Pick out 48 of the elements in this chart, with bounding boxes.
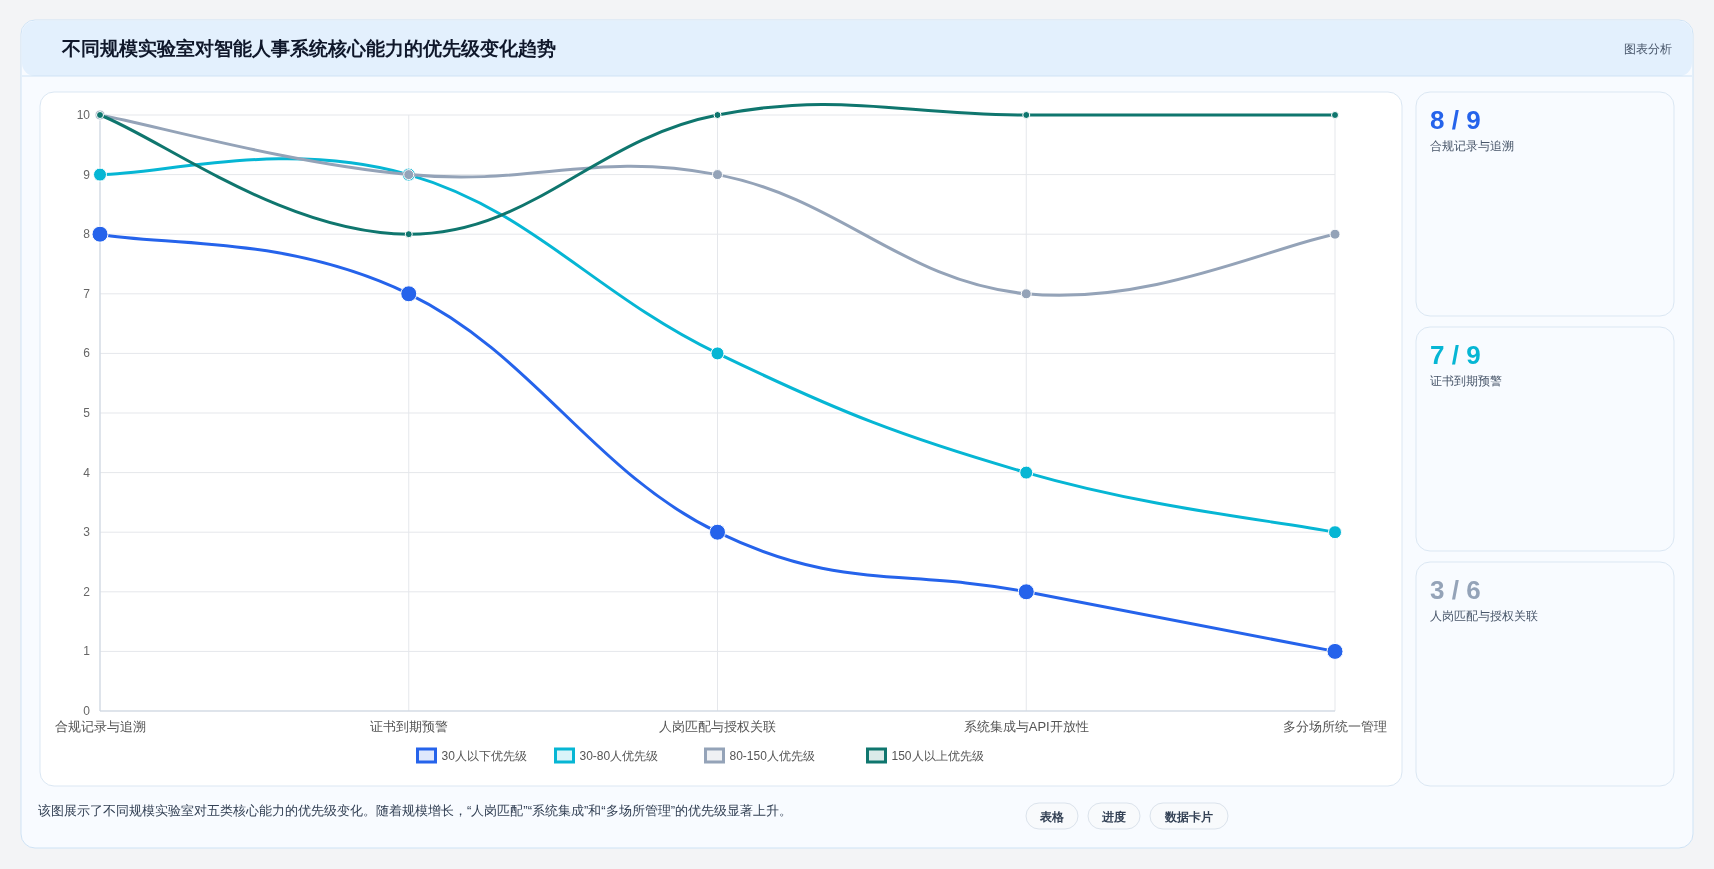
x-tick-label: 系统集成与API开放性 bbox=[963, 719, 1089, 734]
legend-label: 30人以下优先级 bbox=[441, 749, 527, 763]
legend-label: 80-150人优先级 bbox=[729, 749, 815, 763]
x-tick-label: 人岗匹配与授权关联 bbox=[659, 719, 776, 734]
point bbox=[404, 230, 413, 239]
text: 3 / 6 bbox=[1430, 575, 1481, 605]
point bbox=[1019, 465, 1034, 480]
y-tick-label: 1 bbox=[83, 644, 91, 659]
y-tick-label: 8 bbox=[83, 227, 91, 242]
y-tick-label: 9 bbox=[83, 167, 91, 182]
point bbox=[712, 169, 723, 181]
legend-label: 150人以上优先级 bbox=[891, 749, 984, 763]
y-tick-label: 6 bbox=[83, 346, 91, 361]
y-tick-label: 3 bbox=[83, 525, 91, 540]
text: 7 / 9 bbox=[1430, 340, 1481, 370]
chart-title: 不同规模实验室对智能人事系统核心能力的优先级变化趋势 bbox=[61, 38, 556, 59]
y-tick-label: 5 bbox=[83, 406, 91, 420]
point bbox=[1017, 583, 1035, 601]
text: 表格 bbox=[1039, 810, 1065, 824]
y-tick-label: 2 bbox=[83, 584, 91, 599]
point bbox=[1329, 228, 1341, 240]
y-tick-label: 0 bbox=[83, 704, 91, 718]
text: 8 / 9 bbox=[1430, 105, 1481, 135]
point bbox=[710, 346, 725, 361]
point bbox=[1326, 642, 1344, 660]
point bbox=[1020, 288, 1032, 300]
point bbox=[91, 225, 109, 243]
text: 图表分析 bbox=[1624, 42, 1672, 56]
y-tick-label: 10 bbox=[76, 108, 91, 122]
text: 合规记录与追溯 bbox=[1430, 139, 1514, 153]
y-tick-label: 7 bbox=[83, 286, 91, 301]
point bbox=[713, 111, 722, 119]
text: 进度 bbox=[1101, 810, 1126, 824]
point bbox=[400, 285, 418, 303]
text: 人岗匹配与授权关联 bbox=[1430, 609, 1538, 623]
x-tick-label: 证书到期预警 bbox=[369, 719, 448, 734]
point bbox=[709, 523, 726, 541]
text: 该图展示了不同规模实验室对五类核心能力的优先级变化。随着规模增长，“人岗匹配”“系统集成”和“多场所管理”的优先级显著上升。 bbox=[38, 803, 792, 818]
y-tick-label: 4 bbox=[83, 465, 91, 480]
text: 数据卡片 bbox=[1164, 810, 1213, 824]
x-tick-label: 多分场所统一管理 bbox=[1283, 719, 1387, 734]
point bbox=[1328, 525, 1342, 540]
text: 证书到期预警 bbox=[1430, 374, 1502, 388]
point bbox=[1022, 111, 1031, 119]
x-tick-label: 合规记录与追溯 bbox=[54, 719, 146, 734]
point bbox=[1331, 111, 1339, 119]
point bbox=[93, 167, 107, 182]
legend-label: 30-80人优先级 bbox=[579, 749, 659, 763]
